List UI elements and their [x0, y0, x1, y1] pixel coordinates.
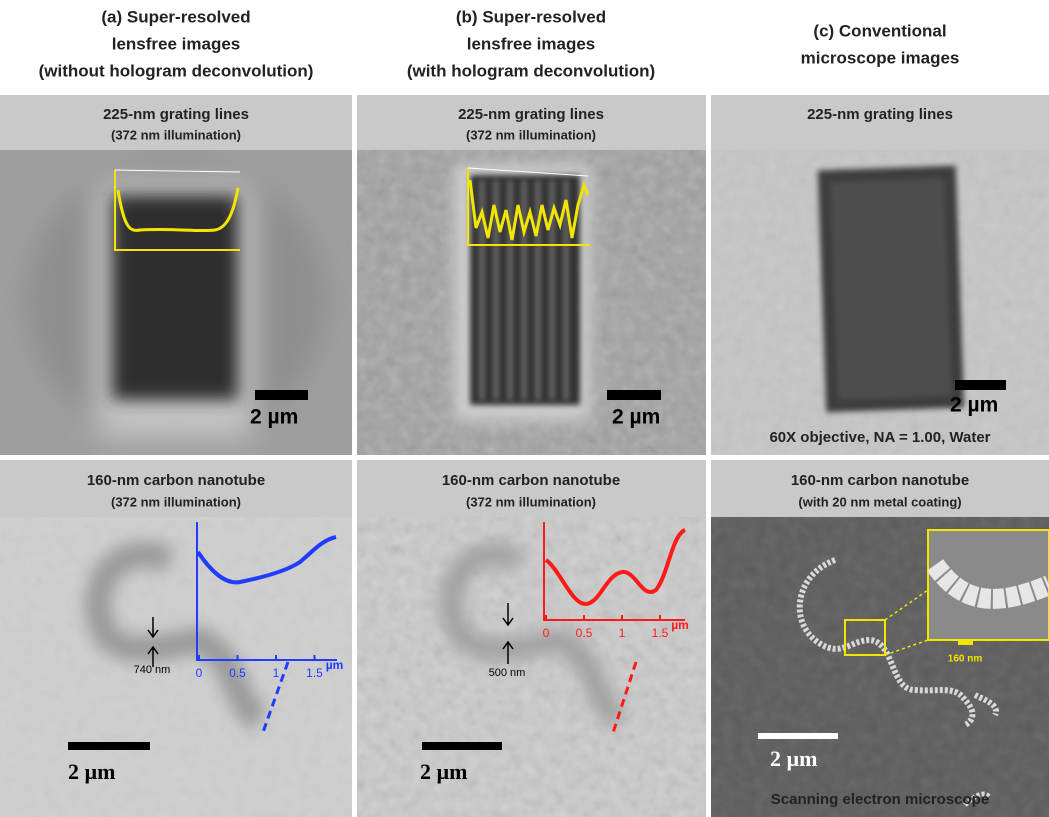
image: [711, 517, 1049, 817]
panel-title: 160-nm carbon nanotube: [791, 472, 969, 489]
scale-bar: [758, 733, 838, 739]
width-label: 740 nm: [134, 664, 171, 676]
width-label: 500 nm: [489, 667, 526, 679]
column-heading: lensfree images: [467, 34, 596, 53]
column-heading: microscope images: [801, 48, 960, 67]
panel-subtitle: (372 nm illumination): [466, 127, 596, 142]
panel-title: 225-nm grating lines: [458, 106, 604, 123]
panel-title: 225-nm grating lines: [807, 106, 953, 123]
column-heading: (without hologram deconvolution): [39, 61, 314, 80]
inset-unit: µm: [671, 618, 689, 632]
scale-bar: [422, 742, 502, 750]
inset-tick-label: 0.5: [229, 666, 246, 680]
panel-subtitle: (with 20 nm metal coating): [798, 494, 961, 509]
panel-subtitle: (372 nm illumination): [111, 127, 241, 142]
panel-title: 225-nm grating lines: [103, 106, 249, 123]
scale-bar: [255, 390, 308, 400]
panel-caption: Scanning electron microscope: [771, 791, 989, 808]
scale-bar-label: 160 nm: [948, 654, 983, 665]
scale-bar: [958, 640, 973, 645]
image: [711, 150, 1049, 455]
image: [0, 150, 352, 455]
column-heading: lensfree images: [112, 34, 241, 53]
panel-title: 160-nm carbon nanotube: [87, 472, 265, 489]
panel-subtitle: (372 nm illumination): [466, 494, 596, 509]
inset-tick-label: 1.5: [652, 626, 669, 640]
column-heading: (with hologram deconvolution): [407, 61, 655, 80]
scale-bar-label: 2 µm: [950, 394, 998, 417]
inset-tick-label: 0.5: [576, 626, 593, 640]
panel-subtitle: (372 nm illumination): [111, 494, 241, 509]
scale-bar-label: 2 µm: [68, 759, 116, 784]
figure: (a) Super-resolved lensfree images (with…: [0, 0, 1049, 817]
column-heading: (a) Super-resolved: [101, 7, 250, 26]
image: [357, 517, 706, 817]
inset-tick-label: 0: [196, 666, 203, 680]
scale-bar: [607, 390, 661, 400]
inset-unit: µm: [326, 658, 344, 672]
scale-bar: [955, 380, 1006, 390]
scale-bar: [68, 742, 150, 750]
inset-tick-label: 1.5: [306, 666, 323, 680]
panel-caption: 60X objective, NA = 1.00, Water: [769, 429, 990, 446]
panel-title: 160-nm carbon nanotube: [442, 472, 620, 489]
inset-tick-label: 1: [619, 626, 626, 640]
inset-tick-label: 1: [273, 666, 280, 680]
inset-tick-label: 0: [543, 626, 550, 640]
scale-bar-label: 2 µm: [612, 406, 660, 429]
scale-bar-label: 2 µm: [250, 406, 298, 429]
column-heading: (b) Super-resolved: [456, 7, 606, 26]
scale-bar-label: 2 µm: [420, 759, 468, 784]
scale-bar-label: 2 µm: [770, 746, 818, 771]
column-heading: (c) Conventional: [813, 21, 946, 40]
